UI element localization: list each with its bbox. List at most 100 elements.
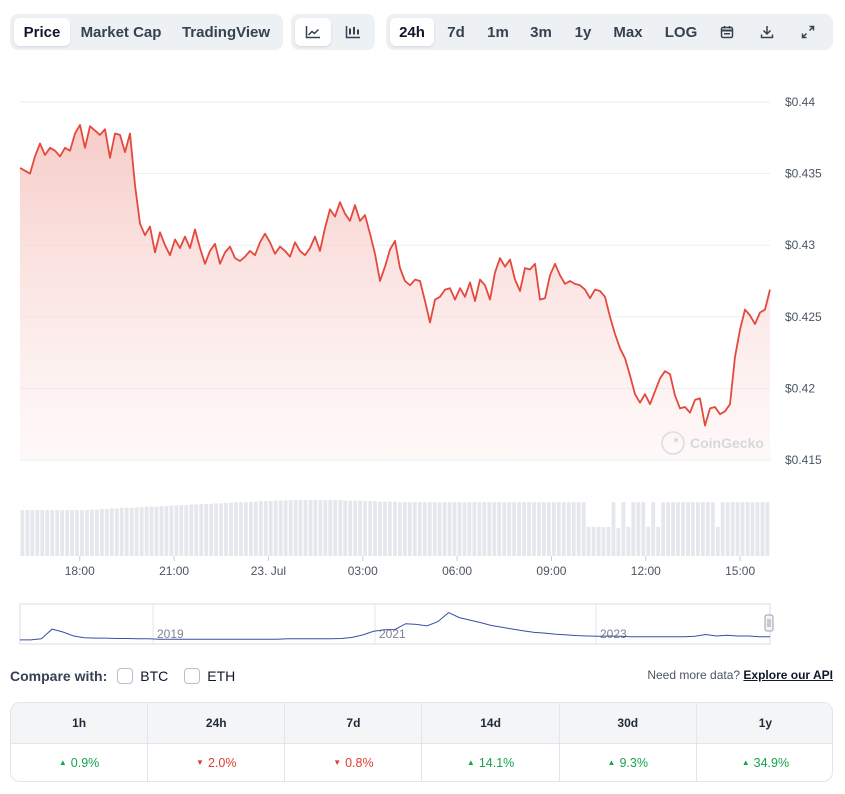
navigator-line (20, 612, 770, 641)
volume-bar (730, 502, 735, 556)
volume-bar (60, 510, 64, 556)
view-tab-group: Price Market Cap TradingView (10, 14, 283, 50)
range-1y-button[interactable]: 1y (574, 23, 592, 41)
volume-bar (283, 500, 288, 556)
api-promo: Need more data? Explore our API (647, 668, 833, 682)
performance-period-7d: 7d (285, 703, 423, 743)
volume-bar (343, 500, 348, 556)
volume-bar (368, 501, 372, 556)
caret-up-icon: ▲ (741, 757, 750, 767)
volume-bar (671, 502, 675, 556)
candlestick-chart-button[interactable] (335, 18, 371, 46)
volume-bar (383, 501, 387, 556)
volume-bar (104, 509, 109, 556)
explore-api-link[interactable]: Explore our API (743, 668, 833, 682)
volume-bar (631, 502, 636, 556)
volume-bar (512, 502, 516, 556)
eth-checkbox[interactable] (184, 668, 201, 684)
volume-bar (517, 502, 521, 556)
performance-value: 2.0% (207, 756, 237, 770)
volume-bar (378, 501, 382, 556)
volume-bar (532, 502, 536, 556)
candlestick-chart-icon (345, 26, 360, 39)
log-scale-button[interactable]: LOG (664, 23, 698, 41)
volume-bar (398, 502, 402, 556)
volume-bar (412, 502, 417, 556)
download-button[interactable] (750, 18, 784, 46)
eth-label[interactable]: ETH (207, 668, 236, 684)
volume-bar (65, 510, 69, 556)
range-1m-button[interactable]: 1m (487, 23, 509, 41)
chart-type-group (291, 14, 375, 50)
range-24h-button[interactable]: 24h (390, 18, 434, 46)
performance-period-1y: 1y (758, 716, 773, 730)
navigator-handle[interactable] (764, 614, 774, 632)
volume-bar (174, 505, 179, 556)
compare-label: Compare with: (10, 668, 108, 684)
tab-price[interactable]: Price (14, 18, 70, 46)
volume-bar (55, 510, 60, 556)
volume-bar (234, 502, 238, 556)
volume-bar (502, 502, 507, 556)
volume-bar (75, 510, 79, 556)
performance-value-row: ▲ 0.9% ▼ 2.0% ▼ 0.8% ▲ 14.1% ▲ 9.3% ▲ 34.9% (11, 744, 832, 781)
range-max-button[interactable]: Max (613, 23, 643, 41)
navigator-year: 2019 (157, 627, 184, 641)
volume-bar (442, 502, 447, 556)
volume-bar (547, 502, 551, 556)
calendar-button[interactable] (710, 18, 744, 46)
volume-bar (119, 507, 124, 556)
volume-bar (239, 502, 243, 556)
navigator[interactable]: 2019 2021 2023 (19, 603, 774, 645)
volume-bar (552, 502, 556, 556)
volume-bar (750, 502, 755, 556)
volume-bar (288, 500, 293, 556)
x-tick-label: 23. Jul (251, 564, 286, 578)
tab-market-cap[interactable]: Market Cap (80, 23, 162, 41)
y-axis: $0.44 $0.435 $0.43 $0.425 $0.42 $0.415 (785, 95, 822, 467)
volume-bar (745, 502, 750, 556)
performance-period-30d: 30d (560, 703, 697, 743)
performance-value: 0.9% (70, 756, 100, 770)
volume-bar (100, 509, 104, 556)
volume-bar (139, 507, 144, 556)
volume-bar (209, 503, 213, 556)
volume-bar (507, 502, 512, 556)
line-chart-button[interactable] (295, 18, 331, 46)
range-7d-button[interactable]: 7d (447, 23, 465, 41)
x-tick-label: 18:00 (65, 564, 95, 578)
volume-bar (30, 510, 35, 556)
volume-bar (666, 502, 670, 556)
volume-bar (432, 502, 437, 556)
x-tick-label: 06:00 (442, 564, 472, 578)
volume-bar (258, 501, 263, 556)
volume-bar (591, 526, 596, 556)
volume-bar (537, 502, 541, 556)
volume-bar (576, 502, 581, 556)
volume-bar (477, 502, 482, 556)
price-chart[interactable]: $0.44 $0.435 $0.43 $0.425 $0.42 $0.415 CoinGe… (0, 0, 845, 660)
range-3m-button[interactable]: 3m (530, 23, 552, 41)
volume-bar (760, 502, 765, 556)
volume-bar (566, 502, 571, 556)
volume-bar (298, 500, 303, 556)
tab-tradingview[interactable]: TradingView (181, 23, 271, 41)
performance-period-24h: 24h (148, 703, 286, 743)
btc-label[interactable]: BTC (140, 668, 169, 684)
volume-bar (656, 526, 661, 556)
fullscreen-button[interactable] (791, 18, 825, 46)
volume-bar (40, 510, 45, 556)
volume-bar (95, 509, 99, 556)
x-tick-label: 09:00 (536, 564, 566, 578)
volume-bar (154, 506, 159, 556)
volume-bar (164, 506, 169, 556)
volume-bar (462, 502, 467, 556)
volume-bar (621, 502, 626, 556)
caret-up-icon: ▲ (607, 757, 616, 767)
volume-bar (447, 502, 452, 556)
btc-checkbox[interactable] (117, 668, 134, 684)
volume-bar (561, 502, 566, 556)
volume-bar (214, 503, 218, 556)
calendar-icon (720, 26, 734, 39)
x-tick-label: 12:00 (631, 564, 661, 578)
